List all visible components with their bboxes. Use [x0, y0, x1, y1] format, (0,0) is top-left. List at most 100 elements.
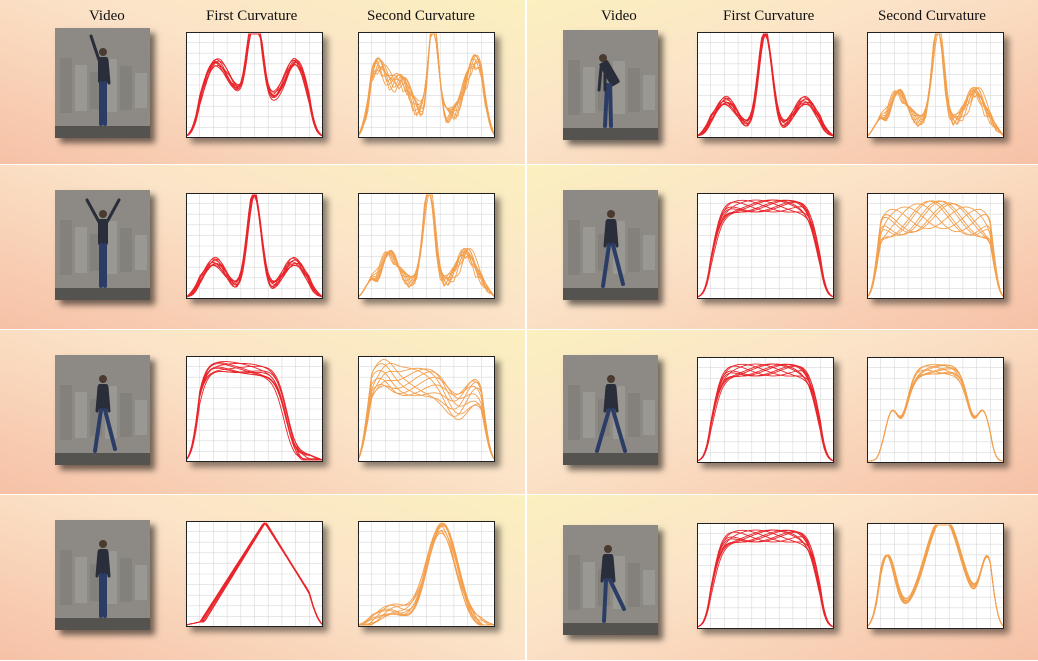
person-arm	[610, 555, 616, 583]
curve-line	[186, 522, 323, 626]
video-frame-right-4	[563, 525, 658, 635]
plot-frame	[186, 356, 323, 462]
wall-panel	[135, 565, 147, 600]
ground	[563, 623, 658, 635]
curve-line	[358, 362, 495, 461]
plot-frame	[358, 32, 495, 138]
wall-panel	[120, 228, 132, 272]
plot-frame	[697, 193, 834, 299]
wall-panel	[613, 61, 625, 114]
first-curvature-plot-left-2	[186, 193, 323, 299]
curve-line	[186, 366, 323, 461]
video-frame-left-2	[55, 190, 150, 300]
curve-line	[358, 363, 495, 461]
first-curvature-plot-right-1	[697, 32, 834, 138]
curve-line	[867, 203, 1004, 298]
person-arm	[600, 555, 606, 583]
wall-panel	[583, 227, 595, 273]
plot-frame	[358, 193, 495, 299]
second-curvature-plot-svg	[358, 32, 495, 138]
wall-panel	[120, 66, 132, 110]
curve-line	[358, 371, 495, 461]
curve-line	[697, 531, 834, 628]
person-arm	[89, 34, 101, 62]
curve-line	[867, 524, 1004, 628]
wall-panel	[628, 563, 640, 607]
person-head	[604, 545, 612, 553]
ground	[563, 128, 658, 140]
second-curvature-plot-left-4	[358, 521, 495, 627]
plot-frame	[358, 521, 495, 627]
wall-panel	[135, 73, 147, 108]
header-video-left: Video	[89, 8, 125, 24]
person-leg	[103, 408, 117, 451]
video-frame-svg	[55, 28, 150, 138]
person-arm	[597, 66, 603, 92]
first-curvature-plot-right-4	[697, 523, 834, 629]
curve-line	[358, 194, 495, 298]
second-curvature-plot-svg	[867, 32, 1004, 138]
person-torso	[606, 219, 616, 245]
wall-panel	[568, 555, 580, 610]
ground	[55, 288, 150, 300]
wall-panel	[60, 550, 72, 605]
curve-line	[697, 529, 834, 628]
person-leg	[93, 408, 103, 453]
person-leg	[608, 83, 613, 128]
wall-panel	[135, 400, 147, 435]
ground	[563, 288, 658, 300]
person-leg	[611, 243, 625, 286]
video-frame-svg	[563, 190, 658, 300]
person-arm	[105, 58, 111, 85]
plot-frame	[186, 521, 323, 627]
curve-line	[697, 363, 834, 462]
wall-panel	[568, 60, 580, 115]
first-curvature-plot-svg	[186, 193, 323, 299]
wall-panel	[120, 558, 132, 602]
person-torso	[98, 219, 108, 245]
person-arm	[105, 550, 111, 578]
curve-line	[358, 530, 495, 626]
second-curvature-plot-svg	[358, 356, 495, 462]
plot-frame	[867, 32, 1004, 138]
curve-line	[867, 200, 1004, 298]
ground	[55, 126, 150, 138]
curve-line	[358, 368, 495, 461]
person-arm	[95, 385, 101, 413]
wall-panel	[60, 385, 72, 440]
wall-panel	[568, 385, 580, 440]
person-head	[99, 375, 107, 383]
first-curvature-plot-svg	[186, 356, 323, 462]
wall-panel	[643, 570, 655, 605]
wall-panel	[75, 557, 87, 603]
first-curvature-plot-svg	[186, 521, 323, 627]
video-frame-svg	[563, 355, 658, 465]
person-torso	[603, 554, 613, 580]
second-curvature-plot-right-4	[867, 523, 1004, 629]
second-curvature-plot-left-2	[358, 193, 495, 299]
wall-panel	[643, 75, 655, 110]
person-head	[99, 48, 107, 56]
wall-panel	[628, 393, 640, 437]
person-head	[607, 210, 615, 218]
plot-frame	[186, 32, 323, 138]
header-second-curvature-left: Second Curvature	[367, 8, 475, 24]
curve-line	[867, 33, 1004, 137]
second-curvature-plot-right-2	[867, 193, 1004, 299]
person-arm	[603, 220, 609, 248]
video-frame-right-2	[563, 190, 658, 300]
header-first-curvature-right: First Curvature	[723, 8, 815, 24]
person-torso	[98, 549, 108, 575]
video-frame-left-4	[55, 520, 150, 630]
second-curvature-plot-svg	[358, 193, 495, 299]
person-arm	[603, 385, 609, 413]
person-leg	[602, 578, 608, 623]
video-frame-right-1	[563, 30, 658, 140]
video-frame-left-1	[55, 28, 150, 138]
person-head	[99, 210, 107, 218]
curve-line	[358, 33, 495, 137]
curve-line	[358, 194, 495, 298]
plot-frame	[867, 193, 1004, 299]
person-arm	[95, 550, 101, 578]
curve-line	[867, 33, 1004, 137]
